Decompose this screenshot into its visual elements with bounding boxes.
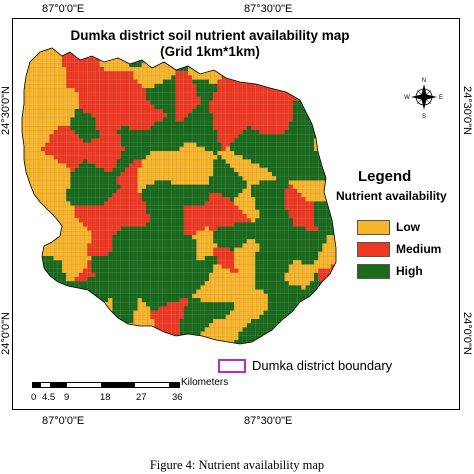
- scale-tick-5: 36: [172, 392, 183, 403]
- scale-unit: Kilometers: [181, 377, 229, 388]
- boundary-key: Dumka district boundary: [218, 358, 392, 373]
- scale-tick-2: 9: [64, 392, 70, 403]
- coord-right-upper: 24°30'0"N: [461, 86, 473, 135]
- scale-tick-1: 4.5: [42, 392, 56, 403]
- scale-tick-0: 0: [31, 392, 37, 403]
- coord-bottom-right: 87°30'0"E: [244, 415, 293, 427]
- coord-left-lower: 24°0'0"N: [0, 312, 12, 355]
- map-title: Dumka district soil nutrient availabilit…: [40, 28, 380, 60]
- map-title-line2: (Grid 1km*1km): [160, 44, 260, 59]
- legend-label-medium: Medium: [396, 242, 442, 256]
- legend-subtitle: Nutrient availability: [336, 189, 447, 203]
- figure-caption: Figure 4: Nutrient availability map: [149, 458, 325, 472]
- coord-right-lower: 24°0'0"N: [461, 312, 473, 355]
- coord-top-left: 87°0'0"E: [42, 3, 85, 15]
- north-arrow-icon: N S E W: [404, 78, 443, 120]
- legend-item-medium: Medium: [357, 241, 441, 257]
- legend-item-high: High: [357, 263, 423, 279]
- coord-bottom-left: 87°0'0"E: [42, 415, 85, 427]
- compass-s: S: [422, 114, 426, 120]
- legend-title: Legend: [358, 168, 412, 185]
- legend-swatch-high: [357, 263, 390, 279]
- legend-item-low: Low: [357, 219, 420, 235]
- legend-swatch-medium: [357, 241, 390, 257]
- compass-e: E: [439, 95, 443, 101]
- boundary-swatch: [218, 358, 246, 373]
- map-title-line1: Dumka district soil nutrient availabilit…: [70, 28, 350, 43]
- scale-bar: [32, 382, 180, 388]
- legend-swatch-low: [357, 219, 390, 235]
- legend-label-high: High: [396, 264, 423, 278]
- compass-w: W: [404, 95, 410, 101]
- boundary-label: Dumka district boundary: [252, 358, 393, 373]
- compass-n: N: [422, 78, 426, 84]
- legend-label-low: Low: [396, 220, 420, 234]
- coord-top-right: 87°30'0"E: [244, 3, 293, 15]
- coord-left-upper: 24°30'0"N: [0, 86, 12, 135]
- scale-tick-3: 18: [100, 392, 111, 403]
- scale-tick-4: 27: [136, 392, 147, 403]
